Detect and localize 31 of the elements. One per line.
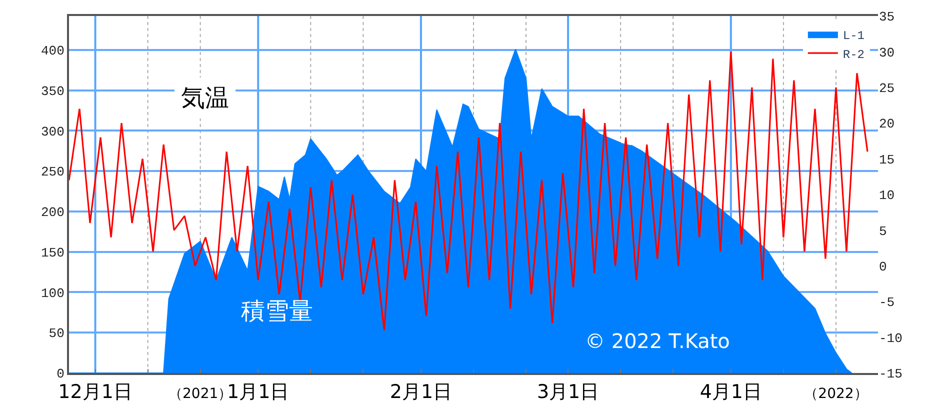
y2-tick-label: 30 bbox=[879, 45, 895, 60]
y-tick-label: 50 bbox=[48, 326, 64, 342]
y2-tick-label: 35 bbox=[879, 10, 895, 25]
x-tick-label: 12月1日 bbox=[58, 380, 132, 403]
y2-tick-label: 0 bbox=[879, 259, 887, 274]
y2-tick-label: 25 bbox=[879, 80, 895, 96]
y2-tick-label: -5 bbox=[879, 295, 895, 310]
y-tick-label: 350 bbox=[40, 84, 64, 99]
x-tick-label: 2月1日 bbox=[390, 380, 452, 403]
y-tick-label: 400 bbox=[40, 43, 64, 58]
y-tick-label: 300 bbox=[40, 124, 64, 140]
y-tick-label: 150 bbox=[40, 245, 64, 260]
x-tick-label: （2022） bbox=[804, 386, 868, 402]
y2-tick-label: 5 bbox=[879, 224, 887, 239]
y-tick-label: 250 bbox=[40, 164, 64, 180]
legend-label: R-2 bbox=[842, 48, 865, 62]
annotation: 気温 bbox=[181, 84, 229, 112]
line-series bbox=[69, 50, 868, 331]
x-tick-label: 3月1日 bbox=[536, 380, 600, 403]
annotation: © 2022 T.Kato bbox=[585, 329, 730, 353]
annotation: 積雪量 bbox=[241, 297, 313, 325]
y-tick-label: 0 bbox=[56, 366, 64, 382]
x-tick-label: 4月1日 bbox=[700, 380, 762, 403]
y2-tick-label: 20 bbox=[879, 116, 895, 132]
y2-tick-label: 10 bbox=[879, 188, 895, 204]
y2-tick-label: -15 bbox=[879, 366, 902, 382]
legend-label: L-1 bbox=[842, 28, 865, 43]
y-tick-label: 100 bbox=[40, 286, 64, 301]
y-tick-label: 200 bbox=[40, 205, 64, 220]
y2-tick-label: -10 bbox=[879, 330, 902, 346]
y2-tick-label: 15 bbox=[879, 152, 895, 168]
